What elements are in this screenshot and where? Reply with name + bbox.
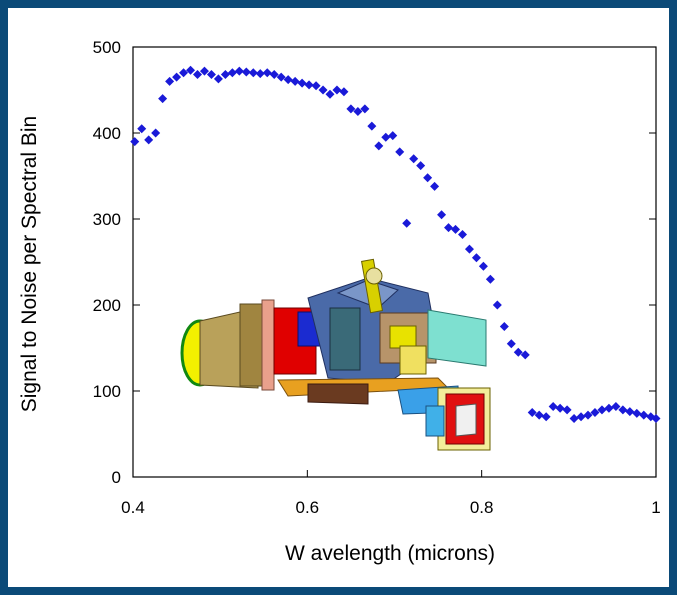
data-point: [632, 408, 642, 418]
data-point: [381, 132, 391, 142]
data-point: [325, 89, 335, 99]
data-point: [506, 339, 516, 349]
data-point: [402, 218, 412, 228]
data-point: [471, 253, 481, 263]
data-point: [520, 350, 530, 360]
data-point: [353, 107, 363, 116]
data-point: [569, 414, 579, 424]
data-point: [137, 124, 147, 134]
data-point: [562, 405, 572, 415]
data-point: [499, 322, 509, 331]
data-points: [130, 65, 661, 424]
data-point: [255, 69, 265, 79]
x-tick-label: 1: [651, 498, 660, 517]
data-point: [492, 300, 502, 310]
data-point: [186, 65, 196, 75]
data-point: [485, 274, 495, 284]
x-axis-title: W avelength (microns): [285, 542, 495, 565]
data-point: [625, 407, 635, 417]
y-tick-label: 300: [93, 210, 121, 229]
data-point: [534, 410, 544, 420]
data-point: [604, 403, 614, 413]
data-point: [248, 68, 258, 78]
data-point: [199, 66, 209, 76]
camera-instrument-illustration: [180, 258, 491, 451]
data-point: [346, 104, 356, 114]
data-point: [437, 210, 447, 220]
y-tick-label: 500: [93, 38, 121, 57]
data-point: [583, 410, 593, 420]
data-point: [227, 68, 237, 78]
y-tick-label: 100: [93, 382, 121, 401]
data-point: [555, 403, 565, 413]
data-point: [395, 147, 405, 157]
data-point: [444, 223, 454, 233]
data-point: [388, 131, 398, 141]
x-ticks: 0.4 0.6 0.8 1: [121, 470, 661, 517]
data-point: [590, 408, 600, 417]
data-point: [597, 405, 607, 415]
data-point: [464, 244, 474, 254]
data-point: [297, 78, 307, 88]
data-point: [611, 401, 621, 411]
data-point: [130, 137, 140, 147]
data-point: [262, 68, 272, 78]
data-point: [618, 405, 628, 415]
data-point: [416, 161, 426, 171]
data-point: [165, 76, 175, 86]
data-point: [144, 135, 154, 145]
data-point: [332, 85, 342, 95]
data-point: [276, 72, 286, 82]
x-tick-label: 0.4: [121, 498, 145, 517]
data-point: [409, 154, 419, 164]
data-point: [374, 141, 384, 151]
data-point: [548, 401, 558, 411]
data-point: [290, 76, 300, 86]
x-tick-label: 0.6: [296, 498, 320, 517]
data-point: [367, 121, 377, 131]
y-axis-title: Signal to Noise per Spectral Bin: [18, 116, 41, 413]
data-point: [206, 70, 216, 80]
data-point: [451, 224, 461, 234]
data-point: [639, 410, 649, 420]
data-point: [269, 70, 279, 80]
data-point: [527, 408, 537, 417]
data-point: [457, 229, 467, 239]
data-point: [423, 173, 433, 183]
data-point: [360, 104, 370, 114]
data-point: [430, 181, 440, 191]
data-point: [311, 81, 321, 91]
data-point: [172, 72, 182, 82]
data-point: [283, 75, 293, 85]
y-tick-label: 400: [93, 124, 121, 143]
data-point: [478, 261, 488, 271]
x-tick-label: 0.8: [470, 498, 494, 517]
y-tick-label: 200: [93, 296, 121, 315]
data-point: [179, 68, 189, 78]
y-ticks: 0 100 200 300 400 500: [93, 38, 656, 487]
data-point: [234, 66, 244, 76]
data-point: [213, 74, 223, 84]
data-point: [193, 70, 203, 80]
y-tick-label: 0: [112, 468, 121, 487]
data-point: [576, 412, 586, 422]
data-point: [151, 128, 161, 138]
chart-panel: 0.4 0.6 0.8 1 0 100 200 300 400 500 W avelength …: [8, 8, 669, 587]
data-point: [651, 414, 661, 424]
plot-frame: [132, 46, 657, 478]
data-point: [541, 412, 551, 422]
data-point: [241, 67, 251, 77]
data-point: [220, 70, 230, 80]
data-point: [304, 80, 314, 90]
plot-border: [132, 46, 657, 478]
data-point: [339, 87, 349, 97]
data-point: [513, 347, 523, 357]
sn-chart: 0.4 0.6 0.8 1 0 100 200 300 400 500 W avelength …: [18, 38, 661, 565]
data-point: [318, 85, 328, 95]
data-point: [158, 94, 168, 104]
